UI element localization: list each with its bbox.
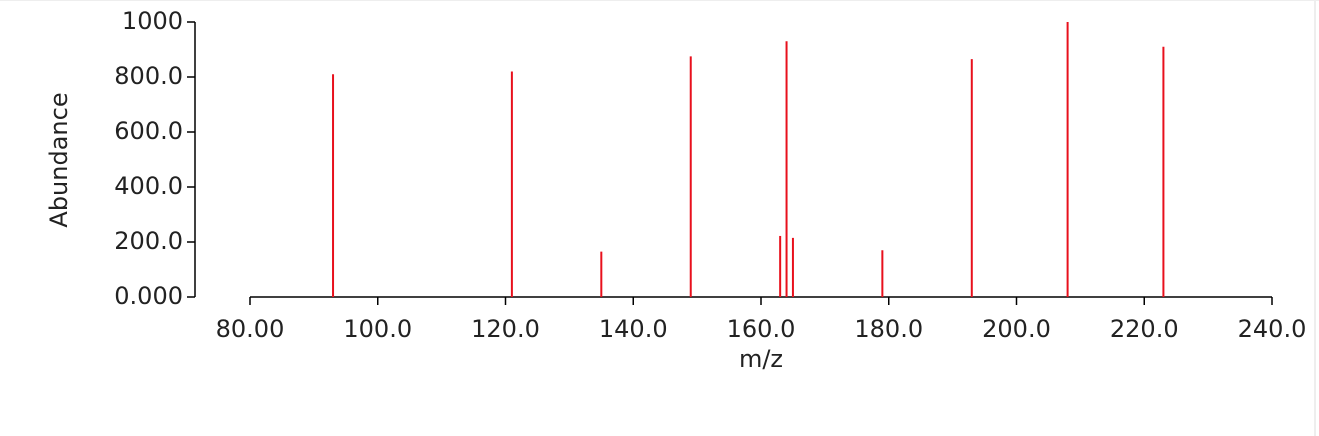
- x-tick-label: 80.00: [216, 315, 285, 343]
- y-axis-title: Abundance: [45, 92, 73, 227]
- x-tick-label: 160.0: [727, 315, 796, 343]
- x-tick-label: 120.0: [471, 315, 540, 343]
- y-tick-label: 800.0: [114, 62, 183, 90]
- y-tick-label: 600.0: [114, 117, 183, 145]
- y-tick-label: 200.0: [114, 227, 183, 255]
- x-axis-title: m/z: [739, 345, 783, 373]
- x-tick-label: 180.0: [854, 315, 923, 343]
- y-tick-label: 0.000: [114, 282, 183, 310]
- x-tick-label: 240.0: [1238, 315, 1307, 343]
- x-tick-label: 220.0: [1110, 315, 1179, 343]
- y-tick-label: 1000: [122, 7, 183, 35]
- y-tick-label: 400.0: [114, 172, 183, 200]
- x-tick-label: 140.0: [599, 315, 668, 343]
- x-tick-label: 200.0: [982, 315, 1051, 343]
- x-tick-label: 100.0: [343, 315, 412, 343]
